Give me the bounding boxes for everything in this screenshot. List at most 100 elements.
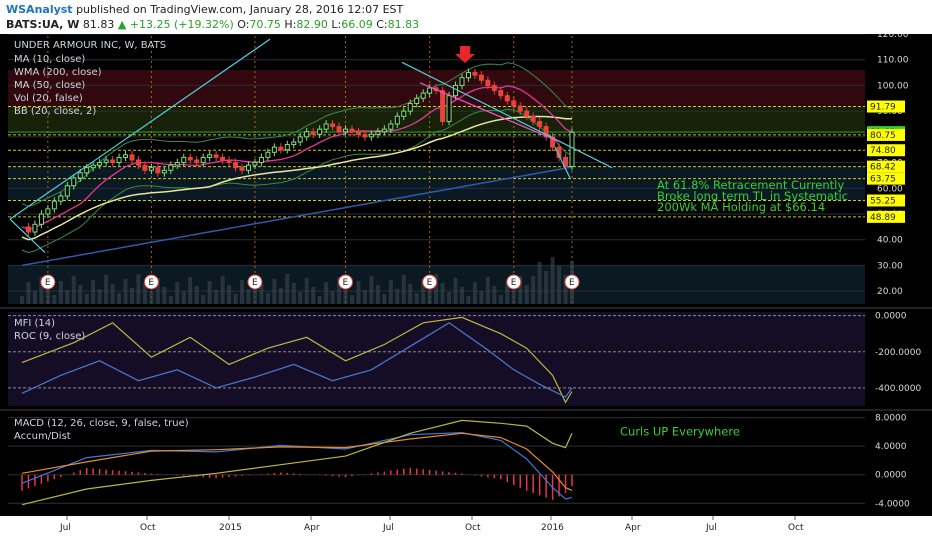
macd-pane[interactable]: 8.0000 4.0000 0.0000 -4.0000 MACD (12, 26, c… xyxy=(8,414,910,510)
earnings-marker xyxy=(506,274,522,290)
candle-body xyxy=(388,123,394,130)
volume-bar xyxy=(434,274,439,304)
candle-body xyxy=(336,126,342,133)
high-label: H: xyxy=(284,18,297,31)
chart-title: UNDER ARMOUR INC, W, BATS xyxy=(14,40,166,51)
candle-body xyxy=(187,156,193,161)
candle-body xyxy=(343,128,349,133)
candle-body xyxy=(123,154,129,158)
candle-body xyxy=(310,131,316,135)
macd-line xyxy=(21,431,573,500)
price-legend-item: Vol (20, false) xyxy=(14,93,83,104)
volume-bar xyxy=(142,283,147,304)
trendline xyxy=(554,146,571,179)
earnings-marker xyxy=(247,274,263,290)
candle-body xyxy=(258,156,264,164)
volume-bar xyxy=(382,294,387,304)
time-tick-label: Jul xyxy=(59,523,71,533)
volume-bar xyxy=(175,282,180,304)
candle-body xyxy=(168,164,174,171)
earnings-marker-label: E xyxy=(343,278,349,288)
time-tick-label: Oct xyxy=(465,523,481,533)
ma50-line xyxy=(21,115,572,241)
candle-body xyxy=(45,208,51,215)
candle-body xyxy=(414,97,420,104)
volume-bar xyxy=(26,282,31,304)
volume-bar xyxy=(311,287,316,304)
volume-bar xyxy=(472,282,477,304)
price-level-badge xyxy=(867,160,905,173)
quote-line: BATS:UA, W 81.83 ▲ +13.25 (+19.32%) O:70… xyxy=(6,18,419,31)
price-level-label: 74.80 xyxy=(870,146,896,156)
price-level-badge xyxy=(867,194,905,207)
volume-bar xyxy=(427,288,432,304)
volume-bar xyxy=(149,292,154,304)
last-price: 81.83 xyxy=(82,18,115,31)
volume-bar xyxy=(20,296,24,304)
price-level-label: 68.42 xyxy=(870,163,896,173)
candle-body xyxy=(524,110,530,117)
volume-bar xyxy=(110,284,115,304)
earnings-marker xyxy=(564,274,580,290)
price-annotation: 200Wk MA Holding at $66.14 xyxy=(657,200,825,214)
candle-body xyxy=(207,154,213,158)
candle-body xyxy=(394,115,400,125)
candle-body xyxy=(97,162,103,166)
trendline xyxy=(419,82,561,143)
candle-body xyxy=(465,72,471,79)
volume-bar xyxy=(356,281,361,304)
volume-bar xyxy=(388,280,393,304)
chart-canvas[interactable]: 120.00110.00100.0090.0080.0070.0060.0050… xyxy=(0,34,932,550)
publish-info: published on TradingView.com, January 28… xyxy=(76,3,404,16)
candle-body xyxy=(401,110,407,117)
candle-body xyxy=(317,128,323,135)
candle-body xyxy=(407,102,413,112)
volume-bar xyxy=(304,278,309,304)
bb-upper-line xyxy=(21,62,573,207)
up-arrow-icon: ▲ xyxy=(117,18,127,31)
price-tick-label: 100.00 xyxy=(877,81,909,91)
macd-tick-label: -4.0000 xyxy=(875,499,910,509)
candle-body xyxy=(355,131,361,135)
candle-body xyxy=(550,136,556,148)
candle-body xyxy=(252,162,258,166)
candle-body xyxy=(517,105,523,112)
symbol-label: BATS:UA, W xyxy=(6,18,80,31)
macd-annotation: Curls UP Everywhere xyxy=(620,424,740,438)
signal-line xyxy=(21,432,573,491)
candle-body xyxy=(291,141,297,146)
candle-body xyxy=(200,156,206,164)
author-link[interactable]: WSAnalyst xyxy=(6,3,73,16)
candle-body xyxy=(77,172,83,179)
mfi-pane[interactable]: 0.0000 -200.0000 -400.0000 MFI (14) ROC (9, … xyxy=(0,312,932,411)
earnings-marker xyxy=(143,274,159,290)
trendline xyxy=(9,38,271,220)
macd-tick-label: 4.0000 xyxy=(875,442,907,452)
candle-body xyxy=(161,169,167,174)
candle-body xyxy=(446,95,452,122)
volume-bar xyxy=(557,266,562,304)
candle-body xyxy=(323,123,329,130)
candle-body xyxy=(148,167,154,171)
price-annotation: At 61.8% Retracement Currently xyxy=(657,178,844,192)
volume-bar xyxy=(97,289,102,304)
upper-zone xyxy=(8,106,865,133)
volume-bar xyxy=(233,294,238,304)
candle-body xyxy=(32,223,38,233)
price-tick-label: 120.00 xyxy=(877,34,909,40)
trendline xyxy=(401,61,613,169)
volume-bar xyxy=(524,285,529,304)
candle-body xyxy=(362,133,368,138)
candle-body xyxy=(174,162,180,166)
trendline xyxy=(9,218,46,254)
volume-bar xyxy=(278,288,283,304)
volume-bar xyxy=(324,282,329,304)
candle-body xyxy=(381,128,387,133)
macd-tick-label: 8.0000 xyxy=(875,414,907,424)
candle-body xyxy=(349,128,355,133)
price-pane[interactable]: 120.00110.00100.0090.0080.0070.0060.0050… xyxy=(0,34,932,309)
volume-bar xyxy=(440,283,445,304)
price-level-label: 91.79 xyxy=(870,103,896,113)
volume-bar xyxy=(265,293,270,304)
candle-body xyxy=(278,146,284,151)
